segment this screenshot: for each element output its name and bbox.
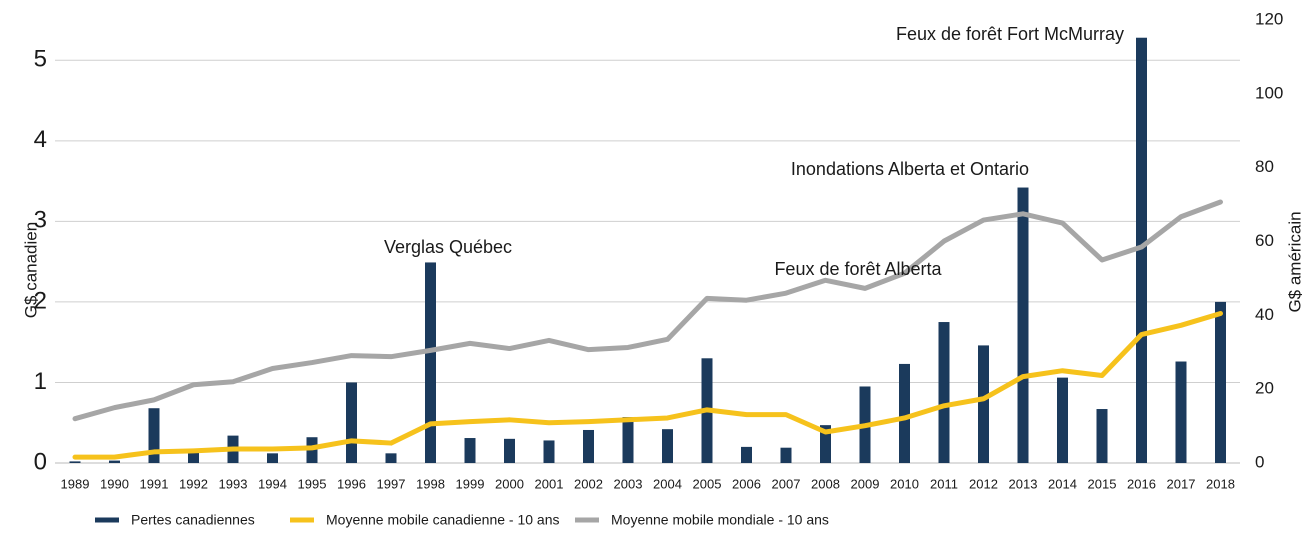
bar [188, 449, 199, 463]
x-tick-label: 2018 [1206, 476, 1235, 491]
x-tick-label: 2014 [1048, 476, 1077, 491]
y-tick-label: 0 [34, 448, 47, 475]
bar [978, 345, 989, 463]
bar [1175, 361, 1187, 463]
bar [1017, 187, 1029, 463]
x-tick-label: 1996 [337, 476, 366, 491]
legend-label: Moyenne mobile canadienne - 10 ans [326, 512, 560, 528]
x-tick-label: 2002 [574, 476, 603, 491]
y2-tick-label: 120 [1255, 9, 1283, 28]
bar [1215, 301, 1226, 463]
line [72, 199, 1223, 422]
bar [741, 446, 752, 463]
x-tick-label: 1999 [456, 476, 485, 491]
y-tick-label: 1 [34, 368, 47, 395]
x-tick-label: 2017 [1167, 476, 1196, 491]
x-tick-label: 2000 [495, 476, 524, 491]
bar [938, 322, 950, 463]
x-tick-label: 2008 [811, 476, 840, 491]
x-tick-label: 2010 [890, 476, 919, 491]
bar [464, 438, 476, 463]
bar [346, 382, 357, 463]
bar [385, 453, 397, 463]
x-tick-label: 2007 [772, 476, 801, 491]
x-tick-label: 2015 [1088, 476, 1117, 491]
y-axis-label: G$ canadien [21, 222, 40, 318]
bar [109, 460, 120, 463]
bar [1096, 409, 1108, 463]
bar [780, 447, 792, 463]
legend-label: Pertes canadiennes [131, 512, 255, 528]
annotation: Feux de forêt Alberta [774, 259, 942, 279]
y2-tick-label: 40 [1255, 305, 1274, 324]
x-tick-label: 1990 [100, 476, 129, 491]
x-tick-label: 2013 [1009, 476, 1038, 491]
y-tick-label: 2 [34, 287, 47, 314]
x-tick-label: 1991 [140, 476, 169, 491]
x-tick-label: 1998 [416, 476, 445, 491]
x-tick-label: 2004 [653, 476, 682, 491]
x-tick-label: 2001 [535, 476, 564, 491]
x-tick-label: 1995 [298, 476, 327, 491]
x-tick-label: 2006 [732, 476, 761, 491]
bar [1057, 377, 1068, 463]
x-tick-label: 2012 [969, 476, 998, 491]
x-tick-label: 2003 [614, 476, 643, 491]
annotation: Inondations Alberta et Ontario [791, 159, 1029, 179]
bar [622, 417, 634, 463]
bar [662, 429, 673, 463]
x-tick-label: 1997 [377, 476, 406, 491]
x-tick-label: 1994 [258, 476, 287, 491]
bar [267, 453, 278, 463]
bar [543, 440, 555, 463]
bar [899, 363, 910, 463]
x-tick-label: 1989 [61, 476, 90, 491]
bar [148, 408, 160, 463]
legend-label: Moyenne mobile mondiale - 10 ans [611, 512, 829, 528]
bar [425, 262, 436, 463]
y2-tick-label: 60 [1255, 231, 1274, 250]
bar [504, 438, 515, 463]
y2-tick-label: 20 [1255, 379, 1274, 398]
y-tick-label: 4 [34, 126, 47, 153]
bar [583, 429, 594, 463]
annotation: Feux de forêt Fort McMurray [896, 24, 1124, 44]
x-tick-label: 1993 [219, 476, 248, 491]
line [72, 310, 1223, 460]
y-tick-label: 5 [34, 46, 47, 73]
bar [1136, 37, 1147, 463]
y2-tick-label: 0 [1255, 452, 1264, 471]
y2-tick-label: 80 [1255, 157, 1274, 176]
y2-axis-label: G$ américain [1285, 211, 1304, 312]
y2-tick-label: 100 [1255, 83, 1283, 102]
bar [69, 461, 81, 463]
x-tick-label: 2005 [693, 476, 722, 491]
x-tick-label: 2009 [851, 476, 880, 491]
y-tick-label: 3 [34, 207, 47, 234]
bar [820, 425, 831, 463]
x-tick-label: 1992 [179, 476, 208, 491]
x-tick-label: 2016 [1127, 476, 1156, 491]
x-tick-label: 2011 [930, 476, 958, 491]
annotation: Verglas Québec [384, 237, 512, 257]
